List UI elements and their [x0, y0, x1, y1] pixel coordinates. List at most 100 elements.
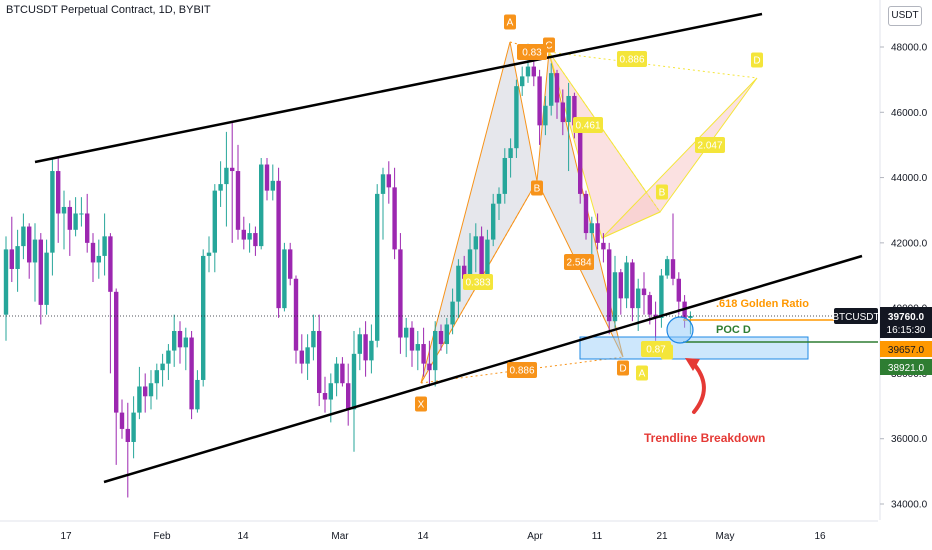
candle-up — [96, 255, 101, 263]
pattern-point-d-bg — [617, 360, 629, 376]
ratio-label: 0.87 — [646, 345, 666, 356]
candle-up — [357, 334, 362, 354]
trend-overlays — [0, 12, 878, 484]
candle-up — [79, 213, 84, 215]
candle-down — [114, 291, 119, 413]
candle-down — [427, 363, 432, 371]
candle-up — [247, 233, 252, 240]
candle-up — [467, 249, 473, 279]
currency-unit-button[interactable]: USDT — [888, 6, 922, 26]
candle-up — [102, 236, 107, 256]
candle-up — [456, 265, 461, 302]
symbol-tag: BTCUSDT — [832, 312, 879, 323]
candle-down — [189, 337, 194, 410]
candle-up — [502, 157, 507, 194]
candle-down — [27, 226, 32, 263]
candle-down — [177, 330, 183, 348]
candle-down — [578, 125, 583, 194]
candle-up — [589, 223, 594, 234]
candle-down — [230, 167, 235, 172]
candle-down — [363, 334, 368, 361]
ratio-label: 0.886 — [509, 366, 534, 377]
candle-up — [636, 288, 641, 309]
candle-down — [647, 295, 652, 315]
pattern-point-x: X — [418, 400, 425, 411]
candle-up — [21, 226, 26, 247]
time-axis[interactable]: 17 Feb 14 Mar 14 Apr 11 21 May 16 — [0, 520, 878, 542]
candle-down — [618, 272, 623, 299]
ratio-label: 0.886 — [619, 55, 644, 66]
ratio-label: 0.383 — [465, 278, 490, 289]
candle-up — [375, 193, 380, 341]
upper-channel-line — [34, 12, 763, 164]
countdown-tag: 16:15:30 — [887, 325, 926, 336]
x-tick-label: 11 — [592, 531, 603, 542]
focus-circle — [666, 316, 694, 344]
candle-down — [125, 428, 130, 442]
candle-down — [595, 223, 600, 243]
ratio-label-bg — [507, 362, 537, 378]
candle-up — [525, 66, 531, 77]
candle-up — [328, 383, 333, 400]
candle-up — [44, 252, 49, 305]
pattern-point-x-bg — [415, 396, 427, 412]
candle-up — [444, 324, 449, 345]
candle-up — [195, 379, 200, 410]
candle-up — [624, 262, 629, 299]
candle-down — [85, 213, 90, 243]
candle-up — [485, 239, 490, 276]
candle-down — [90, 242, 96, 263]
candle-up — [50, 171, 55, 253]
candle-up — [201, 255, 206, 380]
pattern-point-c: C — [545, 41, 552, 52]
x-tick-label: 16 — [814, 531, 826, 542]
poc-d-label: POC D — [716, 324, 751, 336]
ratio-label: 2.047 — [697, 141, 722, 152]
pattern-labels: XABCDABCD0.830.3832.5840.8860.8860.4612.… — [415, 14, 809, 445]
candle-up — [206, 252, 212, 256]
candle-up — [520, 76, 525, 87]
x-tick-label: May — [716, 531, 735, 542]
y-tick-label: 36000.0 — [891, 434, 928, 445]
pattern-point-a: A — [507, 18, 514, 29]
candle-up — [154, 370, 159, 384]
candle-up — [380, 174, 386, 194]
candle-up — [508, 148, 513, 158]
last-price-tag: 39760.0 — [888, 312, 925, 323]
pattern-point-b: B — [534, 184, 541, 195]
candle-up — [514, 86, 519, 149]
pattern1-xab-fill — [420, 41, 538, 384]
y-tick-label: 34000.0 — [891, 500, 928, 511]
x-tick-label: 14 — [417, 531, 429, 542]
candle-down — [253, 233, 258, 247]
candle-down — [340, 363, 345, 384]
x-tick-label: Mar — [331, 531, 349, 542]
ratio-label-bg — [573, 117, 603, 133]
price-axis[interactable]: 34000.036000.038000.040000.042000.044000… — [832, 0, 932, 520]
candle-down — [641, 288, 647, 296]
candle-down — [322, 393, 328, 400]
candle-down — [676, 278, 681, 302]
candle-up — [549, 73, 554, 106]
candle-up — [224, 167, 229, 185]
pattern-point-d: D — [619, 364, 626, 375]
lower-channel-line — [103, 254, 863, 484]
candle-up — [131, 412, 136, 442]
candle-down — [607, 249, 612, 322]
candle-up — [160, 363, 165, 371]
candle-down — [560, 102, 565, 123]
symbol-tag-bg — [834, 308, 878, 324]
candle-up — [415, 344, 420, 351]
candle-down — [630, 262, 635, 309]
candlesticks — [3, 43, 693, 498]
candle-down — [108, 236, 113, 292]
candle-down — [119, 412, 125, 429]
x-tick-label: 17 — [60, 531, 72, 542]
candle-down — [241, 229, 246, 240]
pattern-point-a-bg — [504, 14, 516, 30]
x-tick-label: Feb — [153, 531, 171, 542]
candle-down — [572, 95, 577, 126]
ratio-label: 2.584 — [566, 258, 591, 269]
trendline-breakdown-label: Trendline Breakdown — [644, 431, 765, 445]
